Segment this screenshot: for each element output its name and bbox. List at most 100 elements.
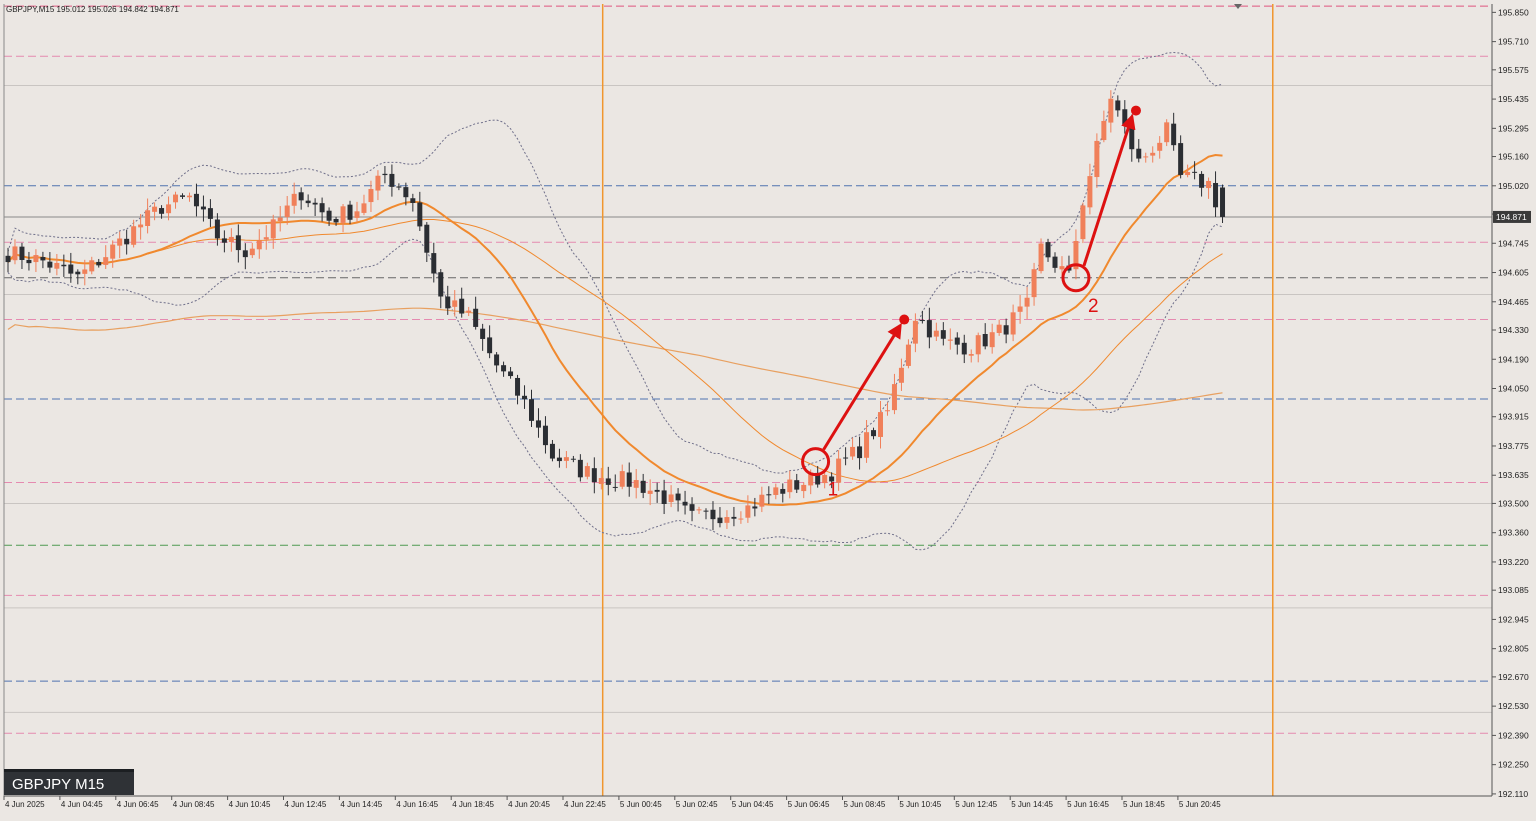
candle-75[interactable] — [529, 389, 534, 428]
candle-168[interactable] — [1178, 135, 1184, 179]
candle-31[interactable] — [221, 230, 227, 253]
candle-25[interactable] — [180, 193, 185, 200]
candle-117[interactable] — [822, 469, 828, 489]
candle-111[interactable] — [780, 483, 786, 503]
candle-112[interactable] — [787, 470, 793, 499]
candle-6[interactable] — [47, 252, 53, 273]
candle-71[interactable] — [501, 361, 507, 377]
candle-158[interactable] — [1108, 90, 1114, 133]
candle-42[interactable] — [298, 187, 304, 210]
candle-73[interactable] — [515, 374, 521, 405]
candle-113[interactable] — [794, 473, 800, 494]
candle-85[interactable] — [598, 467, 604, 490]
candle-142[interactable] — [996, 319, 1002, 336]
candle-94[interactable] — [661, 479, 667, 515]
candle-83[interactable] — [584, 462, 590, 480]
candle-15[interactable] — [110, 240, 116, 268]
candle-139[interactable] — [975, 332, 981, 363]
candle-46[interactable] — [326, 207, 332, 227]
candle-130[interactable] — [912, 313, 918, 353]
candle-95[interactable] — [668, 485, 674, 508]
candle-129[interactable] — [905, 339, 911, 369]
candle-105[interactable] — [738, 511, 744, 524]
candle-171[interactable] — [1199, 171, 1205, 197]
candle-96[interactable] — [675, 488, 681, 512]
signal-arrow-2[interactable] — [1082, 113, 1136, 267]
candle-72[interactable] — [508, 366, 514, 379]
candle-93[interactable] — [654, 482, 660, 503]
candle-14[interactable] — [103, 245, 109, 270]
candle-122[interactable] — [857, 436, 863, 470]
signal-arrow-1[interactable] — [822, 322, 902, 451]
candle-17[interactable] — [124, 229, 130, 255]
candle-141[interactable] — [989, 323, 995, 354]
candle-153[interactable] — [1073, 229, 1079, 280]
candle-66[interactable] — [466, 306, 472, 317]
candle-36[interactable] — [256, 229, 262, 259]
candle-116[interactable] — [815, 466, 821, 488]
candle-138[interactable] — [968, 349, 974, 363]
candle-144[interactable] — [1010, 304, 1016, 342]
candle-128[interactable] — [898, 358, 904, 391]
candle-143[interactable] — [1003, 318, 1009, 344]
candle-29[interactable] — [207, 199, 213, 227]
candle-118[interactable] — [829, 472, 835, 489]
candle-13[interactable] — [96, 258, 102, 268]
candle-60[interactable] — [424, 222, 430, 262]
candle-1[interactable] — [12, 239, 18, 265]
candle-65[interactable] — [459, 287, 465, 318]
candle-63[interactable] — [445, 285, 451, 315]
candle-88[interactable] — [619, 464, 625, 490]
candle-27[interactable] — [193, 183, 199, 217]
candle-45[interactable] — [319, 197, 325, 222]
signal-circle-2[interactable] — [1061, 263, 1091, 293]
candle-156[interactable] — [1094, 133, 1100, 188]
candle-18[interactable] — [131, 219, 137, 248]
candle-19[interactable] — [138, 214, 144, 240]
candle-104[interactable] — [731, 506, 737, 527]
candle-133[interactable] — [933, 322, 939, 341]
candle-114[interactable] — [801, 482, 807, 499]
candle-4[interactable] — [33, 249, 39, 272]
candle-40[interactable] — [284, 196, 290, 225]
candle-103[interactable] — [724, 510, 730, 529]
candle-74[interactable] — [522, 385, 528, 409]
candle-59[interactable] — [417, 191, 423, 232]
candle-167[interactable] — [1171, 112, 1177, 151]
candle-170[interactable] — [1192, 161, 1198, 180]
candle-56[interactable] — [396, 183, 402, 191]
candle-163[interactable] — [1143, 152, 1149, 163]
candle-43[interactable] — [305, 194, 311, 208]
candle-169[interactable] — [1185, 164, 1191, 178]
candle-146[interactable] — [1024, 286, 1030, 319]
candle-136[interactable] — [954, 332, 960, 355]
candle-77[interactable] — [542, 416, 548, 454]
candle-155[interactable] — [1087, 163, 1093, 215]
candle-149[interactable] — [1045, 238, 1051, 262]
candle-110[interactable] — [773, 483, 779, 500]
candle-140[interactable] — [982, 323, 988, 350]
candle-164[interactable] — [1150, 146, 1156, 163]
candle-49[interactable] — [347, 200, 353, 225]
shift-marker-icon[interactable] — [1234, 4, 1242, 9]
candle-70[interactable] — [494, 352, 500, 373]
candle-159[interactable] — [1115, 95, 1121, 117]
candle-157[interactable] — [1101, 110, 1107, 143]
candle-55[interactable] — [389, 164, 395, 197]
candle-109[interactable] — [766, 486, 772, 505]
candle-99[interactable] — [696, 506, 702, 514]
candle-126[interactable] — [884, 402, 890, 416]
candle-20[interactable] — [145, 198, 151, 234]
candle-121[interactable] — [850, 437, 856, 460]
candle-51[interactable] — [361, 194, 367, 216]
candle-91[interactable] — [640, 473, 646, 499]
candle-137[interactable] — [961, 334, 967, 364]
candle-150[interactable] — [1052, 252, 1058, 273]
candle-166[interactable] — [1164, 119, 1170, 147]
candle-79[interactable] — [556, 448, 562, 468]
candle-120[interactable] — [843, 447, 849, 466]
candle-38[interactable] — [270, 214, 276, 249]
candle-57[interactable] — [403, 182, 409, 206]
candle-131[interactable] — [919, 310, 925, 324]
candle-16[interactable] — [117, 231, 123, 259]
